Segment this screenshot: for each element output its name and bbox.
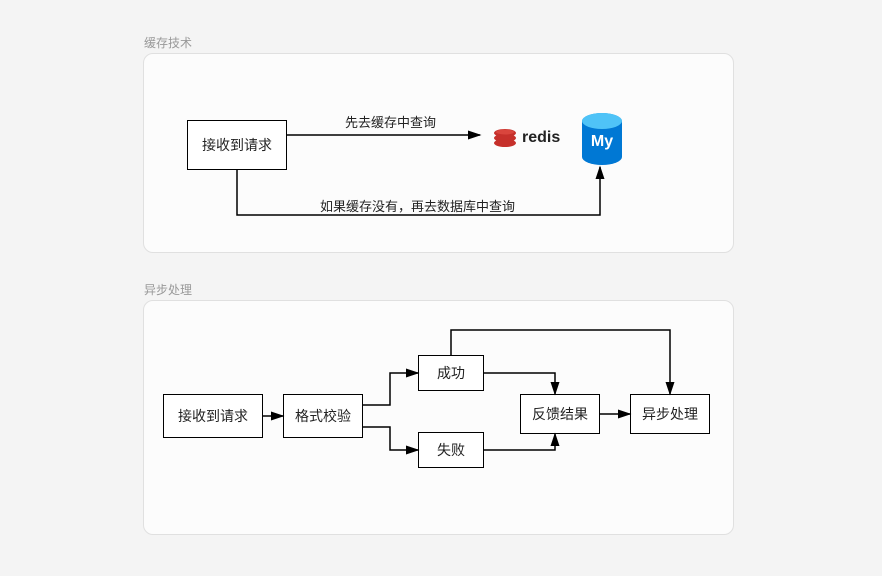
panel-cache-label: 缓存技术 — [144, 34, 192, 51]
db-icon: My — [580, 112, 624, 171]
async-node-fail: 失败 — [418, 432, 484, 468]
async-node-feedback: 反馈结果 — [520, 394, 600, 434]
edge-label-to-db: 如果缓存没有，再去数据库中查询 — [320, 196, 515, 215]
redis-icon — [492, 125, 518, 151]
async-node-success: 成功 — [418, 355, 484, 391]
async-node-async-label: 异步处理 — [642, 404, 698, 424]
async-node-feedback-label: 反馈结果 — [532, 404, 588, 424]
redis-logo: redis — [492, 125, 560, 151]
svg-text:My: My — [591, 133, 613, 150]
async-node-request-label: 接收到请求 — [178, 406, 248, 426]
async-node-request: 接收到请求 — [163, 394, 263, 438]
async-node-async: 异步处理 — [630, 394, 710, 434]
redis-label: redis — [522, 129, 560, 147]
async-node-validate-label: 格式校验 — [295, 406, 351, 426]
async-node-success-label: 成功 — [437, 363, 465, 383]
cache-node-request-label: 接收到请求 — [202, 135, 272, 155]
async-node-validate: 格式校验 — [283, 394, 363, 438]
edge-label-to-redis: 先去缓存中查询 — [345, 112, 436, 131]
cache-node-request: 接收到请求 — [187, 120, 287, 170]
async-node-fail-label: 失败 — [437, 440, 465, 460]
panel-async-label: 异步处理 — [144, 281, 192, 298]
